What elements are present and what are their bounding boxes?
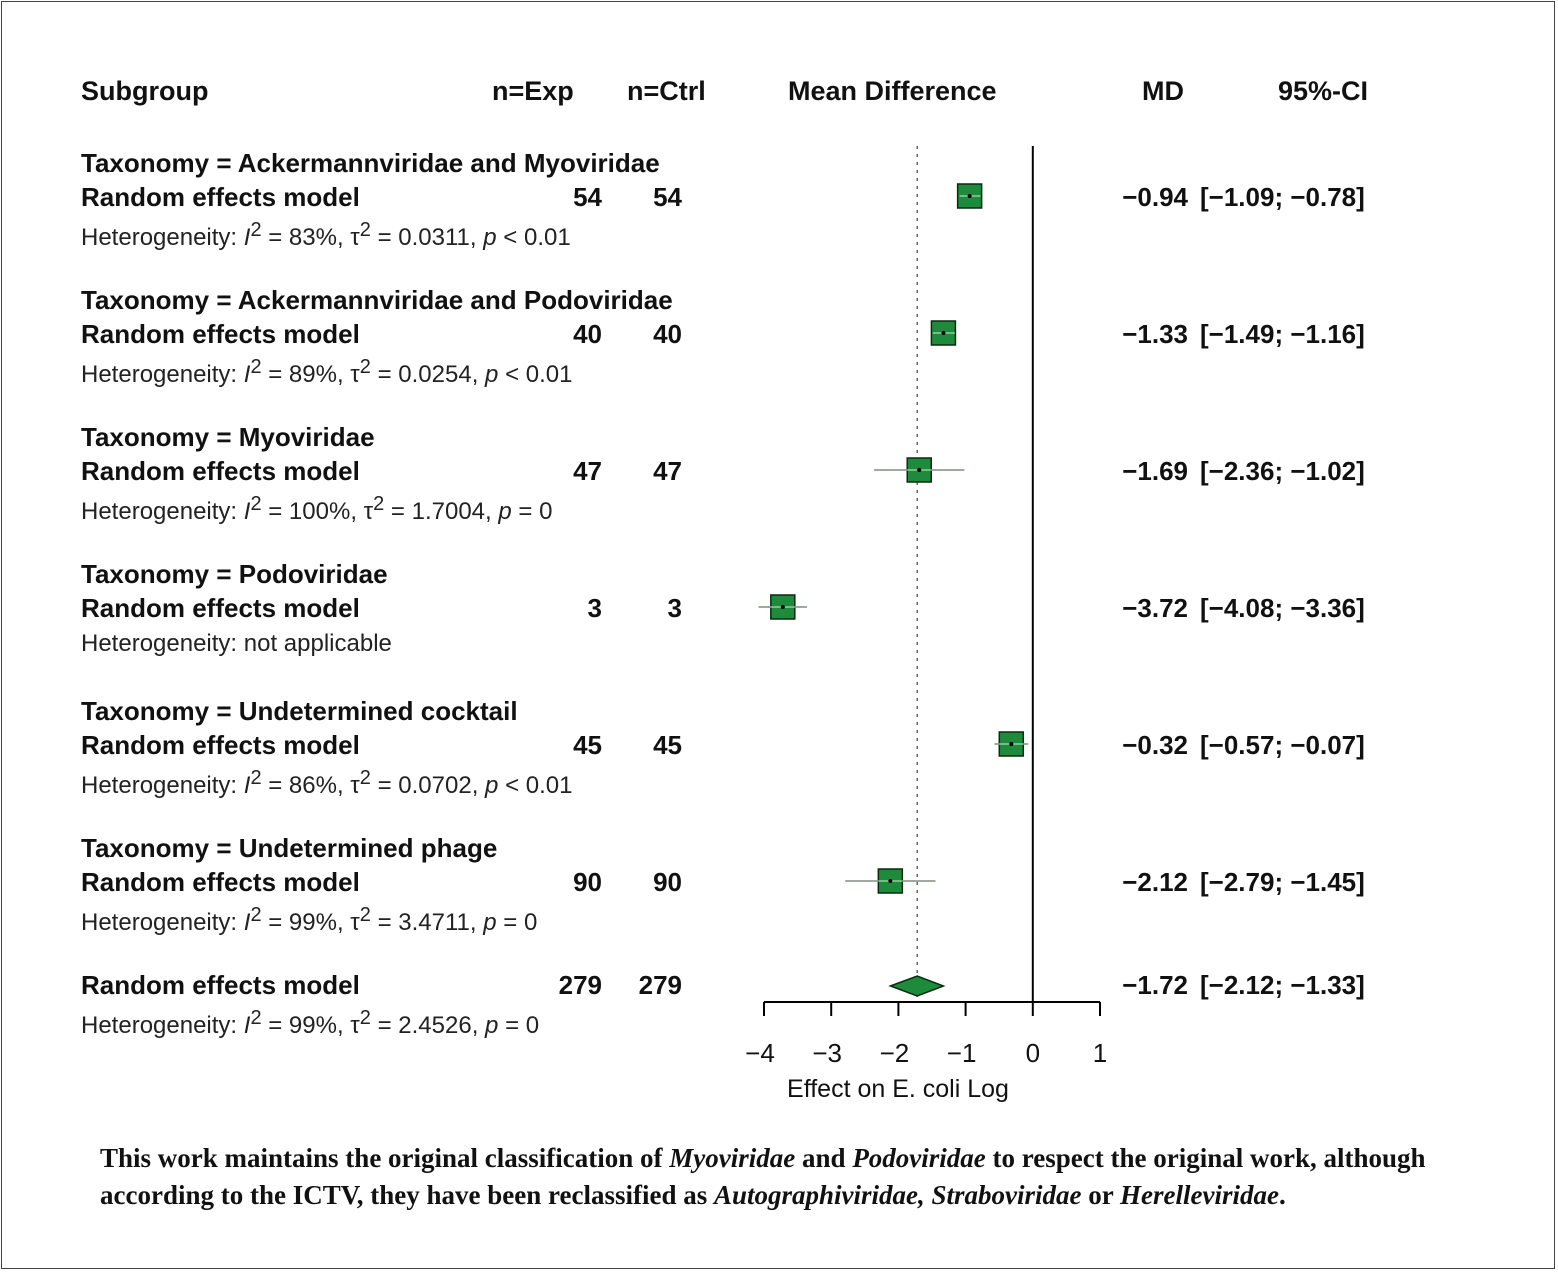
group-n-ctrl: 45 [653, 730, 682, 760]
header-mean-difference: Mean Difference [788, 76, 997, 106]
x-tick-label: 1 [1093, 1038, 1107, 1068]
overall-heterogeneity: Heterogeneity: I2 = 99%, τ2 = 2.4526, p … [81, 1007, 540, 1039]
group-ci-value: [−0.57; −0.07] [1200, 730, 1365, 760]
group-md-value: −0.94 [1122, 182, 1188, 212]
x-tick-label: −4 [745, 1038, 775, 1068]
group-title: Taxonomy = Myoviridae [81, 422, 375, 452]
overall-model-label: Random effects model [81, 970, 360, 1000]
x-tick-label: −3 [812, 1038, 842, 1068]
group-heterogeneity: Heterogeneity: I2 = 99%, τ2 = 3.4711, p … [81, 904, 538, 936]
estimate-point [888, 879, 893, 883]
overall-ci-value: [−2.12; −1.33] [1200, 970, 1365, 1000]
group-heterogeneity: Heterogeneity: I2 = 83%, τ2 = 0.0311, p … [81, 219, 571, 251]
group-model-label: Random effects model [81, 182, 360, 212]
group-heterogeneity: Heterogeneity: I2 = 100%, τ2 = 1.7004, p… [81, 493, 553, 525]
overall-md-value: −1.72 [1122, 970, 1188, 1000]
group-md-value: −1.33 [1122, 319, 1188, 349]
group-title: Taxonomy = Podoviridae [81, 559, 388, 589]
group-ci-value: [−1.49; −1.16] [1200, 319, 1365, 349]
group-n-ctrl: 54 [653, 182, 682, 212]
group-model-label: Random effects model [81, 456, 360, 486]
x-axis-label: Effect on E. coli Log [787, 1075, 1009, 1103]
group-n-ctrl: 90 [653, 867, 682, 897]
group-md-value: −2.12 [1122, 867, 1188, 897]
group-title: Taxonomy = Ackermannviridae and Myovirid… [81, 148, 660, 178]
group-ci-value: [−2.36; −1.02] [1200, 456, 1365, 486]
header-n-exp: n=Exp [492, 76, 574, 106]
group-heterogeneity: Heterogeneity: I2 = 86%, τ2 = 0.0702, p … [81, 767, 573, 799]
group-model-label: Random effects model [81, 730, 360, 760]
group-heterogeneity: Heterogeneity: not applicable [81, 630, 392, 657]
overall-n-exp: 279 [558, 970, 602, 1000]
group-n-exp: 54 [573, 182, 602, 212]
header-ci: 95%-CI [1278, 76, 1369, 106]
group-md-value: −3.72 [1122, 593, 1188, 623]
group-title: Taxonomy = Ackermannviridae and Podoviri… [81, 285, 673, 315]
group-n-exp: 45 [573, 730, 602, 760]
group-ci-value: [−4.08; −3.36] [1200, 593, 1365, 623]
group-ci-value: [−2.79; −1.45] [1200, 867, 1365, 897]
estimate-point [917, 468, 922, 472]
group-model-label: Random effects model [81, 593, 360, 623]
group-n-ctrl: 47 [653, 456, 682, 486]
estimate-point [1009, 742, 1014, 746]
group-n-exp: 3 [587, 593, 602, 623]
group-md-value: −0.32 [1122, 730, 1188, 760]
x-tick-label: −1 [947, 1038, 977, 1068]
header-n-ctrl: n=Ctrl [627, 76, 706, 106]
group-heterogeneity: Heterogeneity: I2 = 89%, τ2 = 0.0254, p … [81, 356, 573, 388]
estimate-point [941, 331, 946, 335]
x-tick-label: 0 [1026, 1038, 1040, 1068]
group-n-ctrl: 3 [667, 593, 682, 623]
group-ci-value: [−1.09; −0.78] [1200, 182, 1365, 212]
group-n-exp: 40 [573, 319, 602, 349]
header-subgroup: Subgroup [81, 76, 209, 106]
header-md: MD [1142, 76, 1184, 106]
x-tick-label: −2 [880, 1038, 910, 1068]
group-model-label: Random effects model [81, 867, 360, 897]
group-title: Taxonomy = Undetermined phage [81, 833, 498, 863]
group-title: Taxonomy = Undetermined cocktail [81, 696, 518, 726]
estimate-point [780, 605, 785, 609]
estimate-point [967, 194, 972, 198]
group-n-ctrl: 40 [653, 319, 682, 349]
overall-n-ctrl: 279 [638, 970, 682, 1000]
group-n-exp: 90 [573, 867, 602, 897]
group-md-value: −1.69 [1122, 456, 1188, 486]
footnote: This work maintains the original classif… [100, 1143, 1426, 1210]
group-model-label: Random effects model [81, 319, 360, 349]
group-n-exp: 47 [573, 456, 602, 486]
overall-diamond [888, 975, 946, 997]
